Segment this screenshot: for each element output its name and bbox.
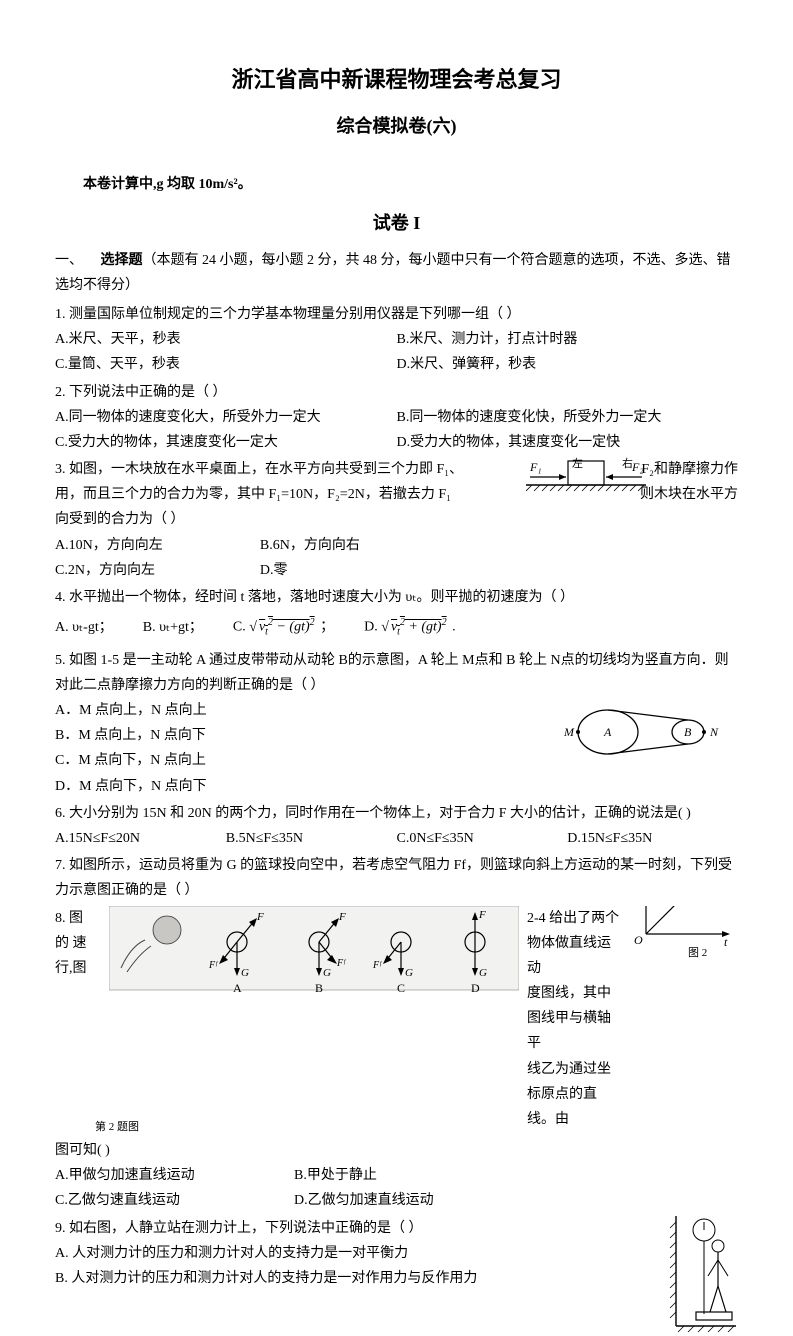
q2-text: 2. 下列说法中正确的是（ ） — [55, 380, 738, 405]
svg-text:F: F — [478, 909, 486, 921]
question-4: 4. 水平抛出一个物体，经时间 t 落地，落地时速度大小为 υₜ。则平抛的初速度… — [55, 585, 738, 646]
q8-line1b: 2-4 给出了两个物体做直线运动 — [527, 906, 622, 982]
figure-q7-forces: F G Fᶠ A F G Fᶠ B G Fᶠ C F — [109, 906, 519, 996]
q6-opt-b: B.5N≤F≤35N — [226, 826, 397, 851]
q3-opt-c: C.2N，方向向左 — [55, 558, 260, 583]
q5-text: 5. 如图 1-5 是一主动轮 A 通过皮带带动从动轮 B的示意图，A 轮上 M… — [55, 648, 738, 698]
q9-text: 9. 如右图，人静立站在测力计上，下列说法中正确的是（ ） — [55, 1216, 738, 1241]
q3-opt-a: A.10N，方向向左 — [55, 533, 260, 558]
q8-opt-c: C.乙做匀速直线运动 — [55, 1188, 294, 1213]
q3-line1b: F₂和静摩擦力作 — [641, 457, 738, 482]
q3-line3: 向受到的合力为（ ） — [55, 507, 738, 532]
svg-text:G: G — [323, 967, 331, 979]
q1-text: 1. 测量国际单位制规定的三个力学基本物理量分别用仪器是下列哪一组（ ） — [55, 302, 738, 327]
q2-opt-d: D.受力大的物体，其速度变化一定快 — [397, 430, 739, 455]
q3-line2b: 则木块在水平方 — [640, 482, 738, 507]
q3-line2a: 用，而且三个力的合力为零，其中 F₁=10N，F₂=2N，若撤去力 F₁ — [55, 482, 451, 507]
svg-text:G: G — [241, 967, 249, 979]
q9-opt-b: B. 人对测力计的压力和测力计对人的支持力是一对作用力与反作用力 — [55, 1266, 738, 1291]
q7-label-a: A — [233, 981, 242, 995]
question-2: 2. 下列说法中正确的是（ ） A.同一物体的速度变化大，所受外力一定大 B.同… — [55, 380, 738, 456]
svg-text:F: F — [256, 911, 264, 923]
q1-opt-c: C.量筒、天平，秒表 — [55, 352, 397, 377]
q8-line2b: 度图线，其中图线甲与横轴平 — [527, 981, 622, 1057]
figure-q8-graph: v O t 甲 乙 图 2 — [628, 906, 738, 960]
fig-q5-m: M — [563, 725, 575, 739]
heading-rest: （本题有 24 小题，每小题 2 分，共 48 分，每小题中只有一个符合题意的选… — [55, 253, 731, 293]
q3-line1a: 3. 如图，一木块放在水平桌面上，在水平方向共受到三个力即 F₁、 — [55, 457, 463, 482]
fig-q3-left: 左 — [572, 457, 583, 470]
q8-line2a: 的 速 — [55, 931, 109, 956]
q8-line3a: 行,图 — [55, 956, 109, 981]
q1-opt-b: B.米尺、测力计，打点计时器 — [397, 327, 739, 352]
q5-opt-d: D．M 点向下，N 点向下 — [55, 774, 738, 799]
q8-line3b: 线乙为通过坐标原点的直线。由 — [527, 1057, 622, 1133]
q7-label-c: C — [397, 981, 405, 995]
q6-text: 6. 大小分别为 15N 和 20N 的两个力，同时作用在一个物体上，对于合力 … — [55, 801, 738, 826]
q7-label-d: D — [471, 981, 480, 995]
main-title: 浙江省高中新课程物理会考总复习 — [55, 60, 738, 100]
q9-opt-a: A. 人对测力计的压力和测力计对人的支持力是一对平衡力 — [55, 1241, 738, 1266]
q8-opt-a: A.甲做匀加速直线运动 — [55, 1163, 294, 1188]
q6-opt-a: A.15N≤F≤20N — [55, 826, 226, 851]
fig-q3-f1: F₁ — [529, 460, 542, 474]
q4-opt-a: A. υₜ-gt； — [55, 615, 113, 640]
q4-opt-b: B. υₜ+gt； — [143, 615, 203, 640]
question-7: 7. 如图所示，运动员将重为 G 的篮球投向空中，若考虑空气阻力 Ff，则篮球向… — [55, 853, 738, 903]
q4-text: 4. 水平抛出一个物体，经时间 t 落地，落地时速度大小为 υₜ。则平抛的初速度… — [55, 585, 738, 610]
q2-opt-c: C.受力大的物体，其速度变化一定大 — [55, 430, 397, 455]
question-3: F₁ 左 右 F₂ 3. 如图，一木块放在水平桌面上，在水平方向共受到三个力即 … — [55, 457, 738, 583]
fig-q8-t: t — [724, 935, 728, 949]
section-heading: 一、 选择题（本题有 24 小题，每小题 2 分，共 48 分，每小题中只有一个… — [55, 248, 738, 298]
q4-opt-d: D. √vt2 + (gt)2 . — [364, 614, 455, 641]
q6-opt-c: C.0N≤F≤35N — [397, 826, 568, 851]
question-8: v O t 甲 乙 图 2 8. 图 的 速 行,图 F G Fᶠ A — [55, 906, 738, 1214]
fig-q8-label: 图 2 — [688, 946, 707, 959]
q3-opt-d: D.零 — [260, 558, 465, 583]
question-5: 5. 如图 1-5 是一主动轮 A 通过皮带带动从动轮 B的示意图，A 轮上 M… — [55, 648, 738, 799]
heading-prefix: 一、 — [55, 253, 83, 268]
svg-text:G: G — [479, 967, 487, 979]
heading-bold: 选择题 — [101, 253, 143, 268]
q8-opt-d: D.乙做匀加速直线运动 — [294, 1188, 533, 1213]
question-1: 1. 测量国际单位制规定的三个力学基本物理量分别用仪器是下列哪一组（ ） A.米… — [55, 302, 738, 378]
q8-opt-b: B.甲处于静止 — [294, 1163, 533, 1188]
q2-opt-a: A.同一物体的速度变化大，所受外力一定大 — [55, 405, 397, 430]
q1-opt-d: D.米尺、弹簧秤，秒表 — [397, 352, 739, 377]
q7-label-b: B — [315, 981, 323, 995]
q7-text: 7. 如图所示，运动员将重为 G 的篮球投向空中，若考虑空气阻力 Ff，则篮球向… — [55, 853, 738, 903]
fig-q5-b: B — [684, 725, 692, 739]
figure-q9-person — [668, 1216, 738, 1336]
svg-text:F: F — [338, 911, 346, 923]
fig-q8-o: O — [634, 933, 643, 947]
section-title: 试卷 I — [55, 207, 738, 239]
q7-caption: 第 2 题图 — [95, 1118, 738, 1138]
q2-opt-b: B.同一物体的速度变化快，所受外力一定大 — [397, 405, 739, 430]
q1-opt-a: A.米尺、天平，秒表 — [55, 327, 397, 352]
figure-q3-block: F₁ 左 右 F₂ — [526, 457, 646, 497]
question-9: 9. 如右图，人静立站在测力计上，下列说法中正确的是（ ） A. 人对测力计的压… — [55, 1216, 738, 1336]
exam-note: 本卷计算中,g 均取 10m/s²。 — [55, 172, 738, 197]
q8-line4: 图可知( ) — [55, 1138, 738, 1163]
fig-q5-a: A — [603, 725, 612, 739]
q6-opt-d: D.15N≤F≤35N — [567, 826, 738, 851]
question-6: 6. 大小分别为 15N 和 20N 的两个力，同时作用在一个物体上，对于合力 … — [55, 801, 738, 851]
figure-q5-pulleys: M A B N — [538, 702, 738, 762]
sub-title: 综合模拟卷(六) — [55, 110, 738, 142]
q3-opt-b: B.6N，方向向右 — [260, 533, 465, 558]
fig-q5-n: N — [709, 725, 719, 739]
fig-q3-f2: F₂ — [631, 460, 644, 474]
q8-line1a: 8. 图 — [55, 906, 109, 931]
svg-text:G: G — [405, 967, 413, 979]
q4-opt-c: C. √vt2 − (gt)2 ； — [233, 614, 334, 641]
